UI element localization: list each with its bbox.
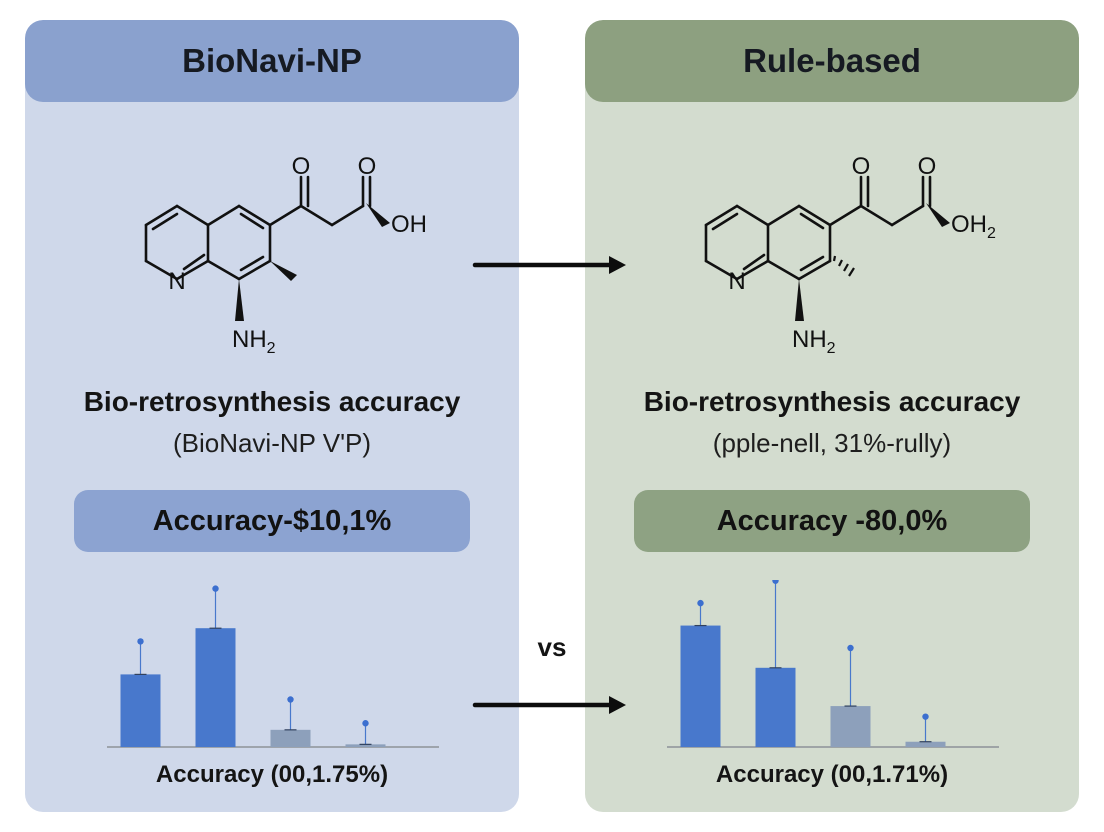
bar-2 [755,667,796,747]
bar-1 [120,674,161,747]
atom-label-o: O [358,153,377,180]
bar-4 [905,741,946,747]
right-arrow-icon [472,696,626,714]
atom-label-n: N [168,268,185,295]
panel-header: BioNavi-NP [25,20,519,102]
error-bar-dot-1 [137,638,144,645]
chart-caption: Accuracy (00,1.71%) [715,761,949,788]
section-title: Bio-retrosynthesis accuracy [643,386,1021,417]
section-title: Bio-retrosynthesis accuracy [83,386,461,417]
rule-based-panel: Rule-based [585,20,1079,812]
error-bar-dot-3 [287,696,294,703]
accuracy-bar-chart [107,585,439,748]
bar-1 [680,625,721,747]
error-bar-dot-4 [362,720,369,727]
error-bar-dot-1 [697,599,704,607]
atom-label-oh2: OH2 [951,211,996,242]
accuracy-bar-chart [667,580,999,748]
atom-label-o: O [852,153,871,180]
bar-3 [270,729,311,747]
section-subtitle: (pple-nell, 31%-rully) [712,428,952,458]
vs-label: vs [537,632,567,662]
atom-label-oh: OH [391,211,427,238]
panel-header: Rule-based [585,20,1079,102]
bar-2 [195,628,236,747]
chart-caption: Accuracy (00,1.75%) [155,761,389,788]
error-bar-dot-2 [772,580,779,584]
bar-4 [345,744,386,747]
atom-label-o: O [292,153,311,180]
molecule-structure: O O OH2 N NH2 [704,153,996,357]
bionavi-panel: BioNavi-NP O [25,20,519,812]
atom-label-nh2: NH2 [232,326,276,357]
accuracy-badge: Accuracy-$10,1% [74,490,470,552]
section-subtitle: (BioNavi-NP V'P) [172,428,372,458]
error-bar-dot-2 [212,585,219,592]
error-bar-dot-3 [847,644,854,652]
accuracy-badge: Accuracy -80,0% [634,490,1030,552]
right-arrow-icon [472,256,626,274]
error-bar-dot-4 [922,713,929,720]
molecule-structure: O O OH N NH2 [144,153,427,357]
atom-label-o: O [918,153,937,180]
atom-label-nh2: NH2 [792,326,836,357]
bar-3 [830,706,871,747]
atom-label-n: N [728,268,745,295]
